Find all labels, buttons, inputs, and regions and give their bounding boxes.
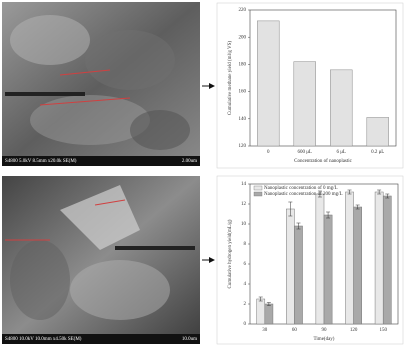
x-tick-label: 150 — [379, 328, 387, 333]
x-tick-label: 120 — [350, 328, 358, 333]
legend-swatch — [254, 186, 262, 190]
x-tick-label: 0.2 μL — [371, 150, 384, 155]
sem-caption: S4800 5.0kV 8.5mm x20.0k SE(M) — [5, 159, 77, 164]
y-tick-label: 140 — [239, 117, 247, 122]
y-tick-label: 120 — [239, 144, 247, 149]
y-tick-label: 10 — [241, 222, 247, 227]
y-tick-label: 220 — [239, 8, 247, 13]
sem-image — [2, 176, 200, 344]
bar — [265, 304, 273, 324]
bar — [354, 207, 362, 324]
y-axis-label: Cumulative hydrogen yield(mL/g) — [228, 219, 233, 288]
bar — [383, 196, 391, 324]
y-tick-label: 200 — [239, 35, 247, 40]
figure: S4800 5.0kV 8.5mm x20.0k SE(M) 2.00um S4… — [0, 0, 406, 347]
bar — [286, 209, 294, 324]
y-tick-label: 0 — [244, 322, 247, 327]
x-axis-label: Concentration of nanoplastic — [294, 159, 353, 164]
bar — [316, 194, 324, 324]
y-tick-label: 160 — [239, 90, 247, 95]
x-tick-label: 0 — [267, 150, 270, 155]
y-axis-label: Cumulative methane yield (ml/g VS) — [228, 41, 233, 115]
legend-swatch — [254, 192, 262, 196]
y-tick-label: 6 — [244, 262, 247, 267]
legend-label: Nanoplastic concentration of 200 mg/L — [264, 192, 343, 197]
legend-label: Nanoplastic concentration of 0 mg/L — [264, 186, 338, 191]
bar — [294, 62, 316, 146]
x-tick-label: 90 — [322, 328, 328, 333]
bar — [257, 299, 265, 324]
y-tick-label: 180 — [239, 63, 247, 68]
x-tick-label: 600 μL — [298, 150, 313, 155]
sem-scale: 10.0um — [182, 337, 197, 342]
sem-image — [2, 2, 200, 166]
y-tick-label: 2 — [244, 302, 247, 307]
x-tick-label: 30 — [262, 328, 268, 333]
bar — [345, 192, 353, 324]
bar — [367, 117, 389, 146]
x-axis-label: Time(day) — [314, 337, 335, 342]
bar — [375, 192, 383, 324]
y-tick-label: 12 — [241, 202, 247, 207]
bar — [294, 226, 302, 324]
sem-scale: 2.00um — [182, 159, 197, 164]
bar — [257, 21, 279, 146]
y-tick-label: 4 — [244, 282, 247, 287]
x-tick-label: 6 μL — [337, 150, 347, 155]
page: S4800 5.0kV 8.5mm x20.0k SE(M) 2.00um S4… — [0, 0, 406, 347]
bar — [330, 70, 352, 146]
sem-caption: S4800 10.0kV 10.0mm x4.50k SE(M) — [5, 337, 82, 342]
y-tick-label: 14 — [241, 182, 247, 187]
x-tick-label: 60 — [292, 328, 298, 333]
y-tick-label: 8 — [244, 242, 247, 247]
bar — [324, 215, 332, 324]
